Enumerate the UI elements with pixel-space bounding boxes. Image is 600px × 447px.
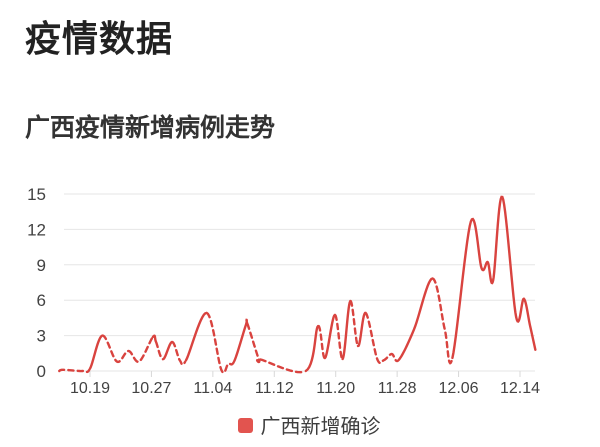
svg-text:10.19: 10.19 <box>70 380 110 397</box>
svg-text:10.27: 10.27 <box>131 380 171 397</box>
svg-text:9: 9 <box>37 256 46 275</box>
svg-text:11.28: 11.28 <box>378 380 417 397</box>
svg-text:11.04: 11.04 <box>193 380 232 397</box>
svg-text:11.20: 11.20 <box>316 380 355 397</box>
svg-text:6: 6 <box>37 291 46 310</box>
svg-text:15: 15 <box>27 185 46 204</box>
svg-text:11.12: 11.12 <box>255 380 294 397</box>
svg-text:12: 12 <box>27 220 46 239</box>
svg-text:3: 3 <box>37 327 46 346</box>
svg-text:12.06: 12.06 <box>439 380 479 397</box>
svg-text:12.14: 12.14 <box>500 380 540 397</box>
svg-text:0: 0 <box>37 362 46 381</box>
